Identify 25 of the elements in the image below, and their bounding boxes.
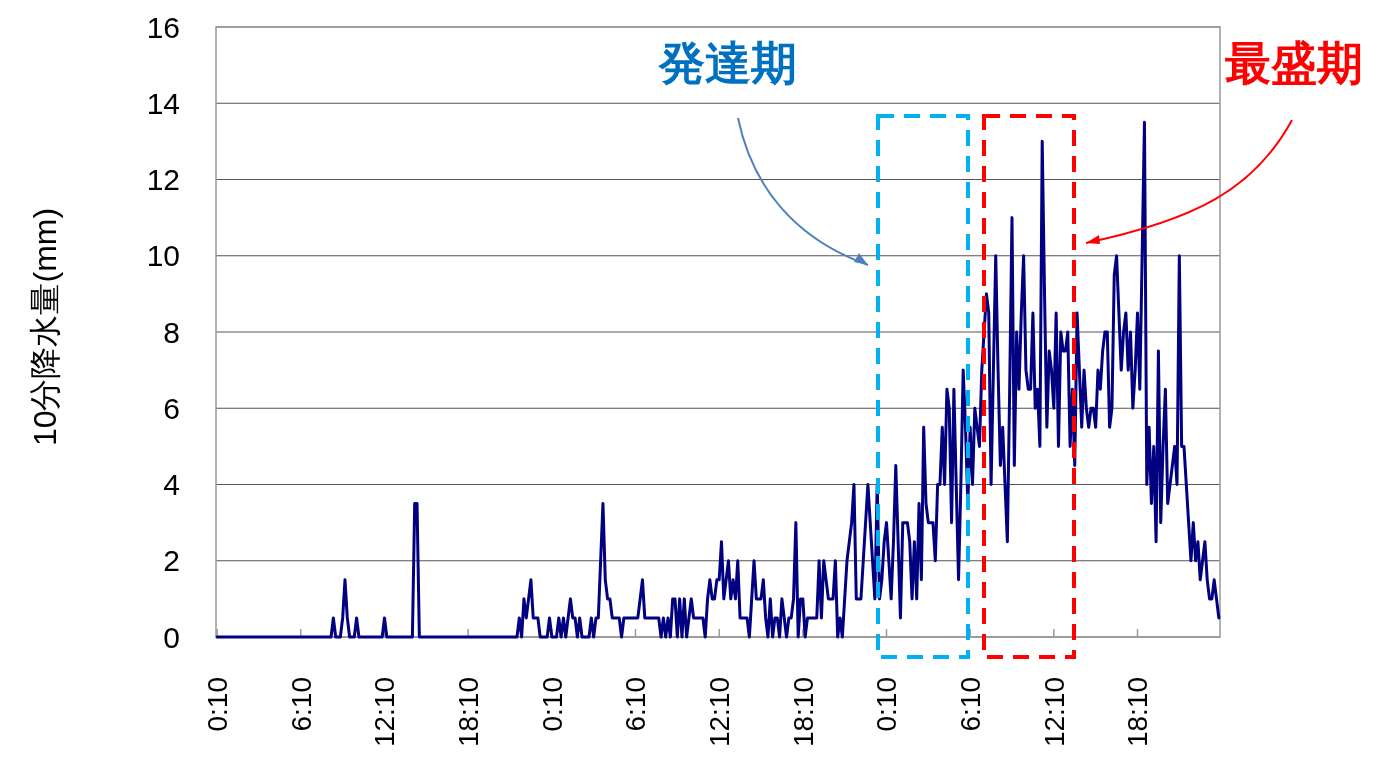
x-tick-label: 18:10 — [1122, 677, 1154, 748]
y-axis-title: 10分降水量(mm) — [27, 207, 64, 447]
x-tick-label: 0:10 — [536, 677, 568, 732]
x-tick-label: 0:10 — [201, 677, 233, 732]
x-tick-label: 18:10 — [452, 677, 484, 748]
y-tick-label: 0 — [163, 620, 180, 654]
y-tick-label: 2 — [163, 544, 180, 578]
y-tick-label: 14 — [146, 86, 180, 120]
y-tick-label: 16 — [146, 10, 180, 44]
y-tick-label: 8 — [163, 315, 180, 349]
line-series — [215, 120, 1221, 639]
x-tick-label: 6:10 — [954, 677, 986, 732]
y-tick-label: 12 — [146, 163, 180, 196]
x-tick-label: 12:10 — [1038, 677, 1070, 748]
x-tick-label: 0:10 — [871, 677, 903, 732]
x-tick-label: 18:10 — [787, 677, 819, 748]
x-tick-label: 12:10 — [703, 677, 735, 748]
x-tick-label: 12:10 — [369, 677, 401, 748]
y-tick-label: 6 — [163, 391, 180, 425]
y-tick-label: 4 — [163, 468, 180, 501]
annotation: 発達期 — [658, 37, 797, 90]
text: 最盛期 — [1225, 37, 1363, 90]
x-tick-label: 6:10 — [620, 677, 652, 732]
x-tick-label: 6:10 — [285, 677, 317, 732]
y-tick-label: 10 — [146, 239, 180, 273]
